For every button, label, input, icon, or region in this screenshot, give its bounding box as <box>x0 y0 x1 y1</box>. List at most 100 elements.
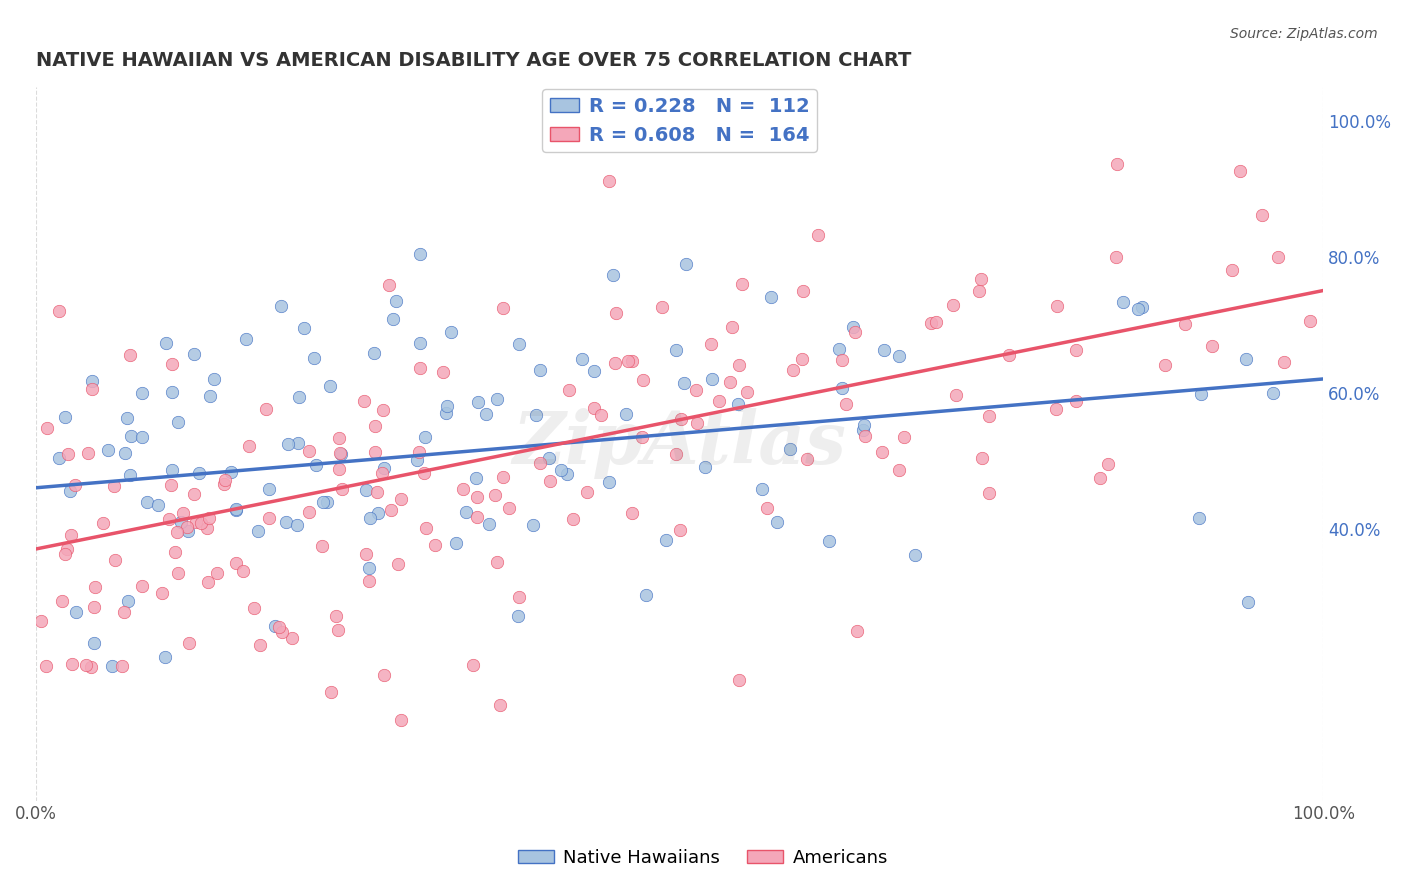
Point <box>669 523 692 537</box>
Point <box>354 547 377 561</box>
Point <box>82 382 104 396</box>
Point <box>83 636 105 650</box>
Point <box>298 443 321 458</box>
Point <box>120 348 142 362</box>
Point <box>665 447 688 461</box>
Point <box>1251 208 1274 222</box>
Point <box>415 430 437 444</box>
Text: ZipAtlas: ZipAtlas <box>513 408 846 479</box>
Point <box>967 284 990 298</box>
Point <box>366 485 388 500</box>
Point <box>408 247 430 261</box>
Point <box>166 525 188 540</box>
Point <box>159 477 181 491</box>
Point <box>165 545 187 559</box>
Point <box>583 364 606 378</box>
Point <box>359 511 381 525</box>
Point <box>53 548 76 562</box>
Point <box>998 348 1021 362</box>
Point <box>617 353 640 368</box>
Point <box>232 564 254 578</box>
Point <box>598 174 620 188</box>
Point <box>759 290 782 304</box>
Point <box>103 478 125 492</box>
Point <box>246 524 269 538</box>
Point <box>225 503 247 517</box>
Point <box>280 631 302 645</box>
Point <box>779 442 801 456</box>
Point <box>945 388 967 402</box>
Point <box>83 599 105 614</box>
Point <box>112 605 135 619</box>
Point <box>669 412 692 426</box>
Point <box>852 418 875 433</box>
Point <box>1104 250 1126 264</box>
Point <box>1201 338 1223 352</box>
Point <box>444 536 467 550</box>
Point <box>1130 301 1153 315</box>
Point <box>387 557 409 571</box>
Point <box>817 533 839 548</box>
Point <box>197 574 219 589</box>
Point <box>451 482 474 496</box>
Point <box>920 316 942 330</box>
Point <box>529 362 551 376</box>
Point <box>413 466 436 480</box>
Point <box>529 456 551 470</box>
Point <box>56 541 79 556</box>
Point <box>621 506 644 520</box>
Point <box>807 227 830 242</box>
Point <box>60 528 83 542</box>
Point <box>1112 295 1135 310</box>
Point <box>214 473 236 487</box>
Point <box>120 429 142 443</box>
Point <box>1154 358 1177 372</box>
Point <box>287 435 309 450</box>
Point <box>305 458 328 472</box>
Point <box>157 512 180 526</box>
Point <box>1236 595 1258 609</box>
Point <box>555 467 578 482</box>
Point <box>53 410 76 425</box>
Legend: Native Hawaiians, Americans: Native Hawaiians, Americans <box>510 842 896 874</box>
Point <box>631 430 654 444</box>
Point <box>195 521 218 535</box>
Point <box>904 548 927 562</box>
Point <box>225 502 247 516</box>
Point <box>737 385 759 400</box>
Point <box>467 394 489 409</box>
Point <box>315 495 337 509</box>
Point <box>1064 393 1087 408</box>
Point <box>1128 301 1150 316</box>
Point <box>728 358 751 372</box>
Point <box>695 460 717 475</box>
Point <box>598 475 620 489</box>
Point <box>131 578 153 592</box>
Point <box>835 397 858 411</box>
Point <box>700 372 723 386</box>
Point <box>371 466 394 480</box>
Point <box>56 447 79 461</box>
Point <box>478 517 501 532</box>
Point <box>576 484 599 499</box>
Point <box>76 445 98 459</box>
Point <box>970 271 993 285</box>
Point <box>363 345 385 359</box>
Point <box>30 614 52 628</box>
Point <box>1107 156 1129 170</box>
Point <box>225 556 247 570</box>
Point <box>271 625 294 640</box>
Point <box>893 430 915 444</box>
Point <box>190 516 212 531</box>
Point <box>83 580 105 594</box>
Point <box>621 354 644 368</box>
Point <box>160 357 183 371</box>
Point <box>131 385 153 400</box>
Point <box>685 384 707 398</box>
Point <box>364 444 387 458</box>
Point <box>328 431 350 445</box>
Point <box>485 555 508 569</box>
Point <box>321 685 343 699</box>
Point <box>464 471 486 485</box>
Point <box>855 428 877 442</box>
